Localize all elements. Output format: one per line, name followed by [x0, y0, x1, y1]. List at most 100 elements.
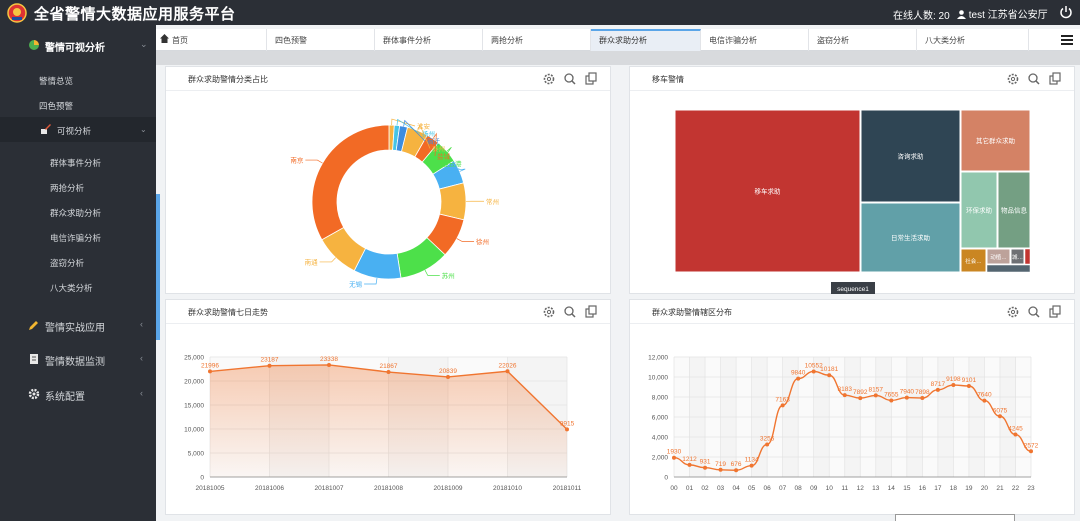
x-tick-label: 22 [1012, 485, 1020, 492]
x-tick-label: 10 [826, 485, 834, 492]
x-tick-label: 20181006 [255, 485, 284, 492]
search-icon[interactable] [1028, 73, 1040, 85]
donut-label: 连云港 [442, 159, 462, 168]
tab-eight[interactable]: 八大类分析 [917, 29, 1029, 51]
y-tick-label: 0 [664, 475, 668, 482]
data-point [446, 374, 450, 379]
data-label: 1134 [745, 457, 759, 464]
panel-toolbox [1007, 72, 1061, 85]
treemap-cell [986, 248, 1011, 265]
sidebar-item-visual-analysis[interactable]: 警情可视分析 ⌄ [0, 30, 156, 60]
tab-label: 四色预警 [275, 36, 307, 45]
tab-content-strip [156, 51, 1080, 65]
y-tick-label: 10,000 [184, 427, 204, 434]
data-label: 931 [700, 459, 711, 466]
y-tick-label: 12,000 [648, 355, 668, 362]
treemap-label: 动植… [990, 253, 1007, 261]
sidebar-group-visual[interactable]: 可视分析 ⌄ [0, 117, 156, 142]
chart-pie-icon [29, 40, 39, 50]
sidebar-item-practice[interactable]: 警情实战应用 ‹ [0, 310, 156, 340]
data-point [386, 370, 391, 375]
sidebar-item-label: 警情可视分析 [45, 43, 105, 54]
tab-theft[interactable]: 盗窃分析 [809, 29, 917, 51]
sidebar-group-label: 可视分析 [57, 126, 92, 136]
x-tick-label: 20181008 [374, 485, 403, 492]
y-tick-label: 6,000 [652, 415, 669, 422]
power-icon[interactable] [1059, 5, 1073, 19]
x-tick-label: 20 [981, 485, 989, 492]
donut-label: 扬州 [422, 129, 435, 138]
sidebar-subitem-eight[interactable]: 八大类分析 [0, 274, 156, 299]
copy-icon[interactable] [585, 305, 597, 318]
search-icon[interactable] [1028, 306, 1040, 318]
user-menu[interactable]: test 江苏省公安厅 [957, 6, 1048, 21]
sidebar-subitem-theft[interactable]: 盗窃分析 [0, 249, 156, 274]
chevron-down-icon: ⌄ [140, 125, 147, 134]
data-point [1029, 449, 1033, 454]
data-point [873, 393, 878, 398]
hamburger-menu-icon[interactable] [1060, 33, 1074, 47]
donut-label: 南京 [290, 156, 304, 165]
bottom-popup-edge [895, 514, 1015, 521]
data-point [904, 395, 909, 400]
tab-group-event[interactable]: 群体事件分析 [375, 29, 483, 51]
sidebar-item-settings[interactable]: 系统配置 ‹ [0, 379, 156, 409]
x-tick-label: 20181011 [553, 485, 582, 492]
treemap-label: 移车求助 [755, 187, 782, 196]
sidebar-subitem-color-warning[interactable]: 四色预警 [0, 92, 156, 117]
data-label: 676 [731, 461, 742, 468]
sidebar-subitem-group-event[interactable]: 群体事件分析 [0, 149, 156, 174]
gear-icon [28, 388, 40, 400]
x-tick-label: 08 [795, 485, 803, 492]
sidebar-item-label: 系统配置 [45, 392, 85, 403]
sidebar-subitem-help[interactable]: 群众求助分析 [0, 199, 156, 224]
data-label: 9840 [791, 370, 806, 377]
tab-fraud[interactable]: 电信诈骗分析 [701, 29, 809, 51]
treemap-cell [674, 109, 861, 273]
settings-icon[interactable] [1007, 306, 1019, 318]
treemap-cell [960, 109, 1031, 172]
treemap-cell [1024, 248, 1031, 265]
panel-title: 群众求助警情七日走势 [188, 308, 268, 317]
settings-icon[interactable] [543, 73, 555, 85]
panel-toolbox [543, 72, 597, 85]
panel-move-car: 移车警情 移车求助 咨询求助 日常生活求助 其它群众求助 环保求助 物品信息 社会… 动植… 城… [629, 66, 1075, 294]
data-label: 22026 [498, 362, 516, 369]
copy-icon[interactable] [1049, 72, 1061, 85]
settings-icon[interactable] [543, 306, 555, 318]
donut-label-line [456, 238, 475, 242]
sidebar-scrollbar[interactable] [156, 194, 160, 340]
settings-icon[interactable] [1007, 73, 1019, 85]
x-tick-label: 20181009 [434, 485, 463, 492]
copy-icon[interactable] [1049, 305, 1061, 318]
sidebar-subitem-robbery[interactable]: 两抢分析 [0, 174, 156, 199]
donut-slice [311, 124, 390, 241]
sidebar-subitem-fraud[interactable]: 电信诈骗分析 [0, 224, 156, 249]
search-icon[interactable] [564, 306, 576, 318]
police-emblem-icon [7, 3, 27, 23]
data-label: 3256 [760, 435, 775, 442]
data-point [1013, 432, 1018, 437]
tab-help[interactable]: 群众求助分析 [591, 29, 701, 51]
donut-label: 常州 [486, 197, 499, 206]
copy-icon[interactable] [585, 72, 597, 85]
donut-label-line [439, 146, 452, 164]
donut-label-line [319, 257, 336, 263]
sidebar-subitem-label: 盗窃分析 [50, 258, 85, 268]
tab-robbery[interactable]: 两抢分析 [483, 29, 591, 51]
document-icon [30, 354, 38, 364]
tab-home[interactable]: 首页 [156, 29, 267, 51]
tab-color-warning[interactable]: 四色预警 [267, 29, 375, 51]
pencil-icon [29, 321, 38, 330]
sidebar-subitem-label: 警情总览 [39, 76, 74, 86]
sidebar-subitem-overview[interactable]: 警情总览 [0, 67, 156, 92]
x-tick-label: 07 [779, 485, 787, 492]
data-point [842, 393, 847, 398]
treemap-cell [860, 109, 961, 203]
panel-title: 移车警情 [652, 75, 684, 84]
donut-label-line [403, 119, 426, 142]
x-tick-label: 20181007 [315, 485, 344, 492]
sidebar-item-monitor[interactable]: 警情数据监测 ‹ [0, 344, 156, 374]
data-point [734, 468, 739, 473]
search-icon[interactable] [564, 73, 576, 85]
